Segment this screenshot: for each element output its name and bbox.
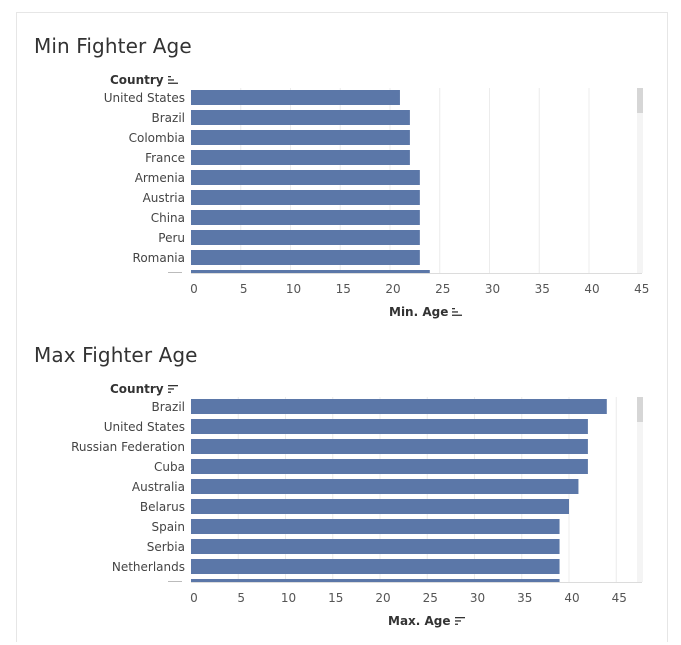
bar[interactable]: [191, 150, 410, 165]
country-header-max[interactable]: Country: [110, 382, 178, 396]
category-label: Colombia: [129, 131, 185, 145]
x-tick-label: 20: [385, 282, 400, 296]
sort-descending-icon[interactable]: [167, 384, 178, 394]
category-label: China: [151, 211, 185, 225]
max-age-axis-label: Max. Age: [388, 614, 451, 628]
x-tick-label: 25: [435, 282, 450, 296]
country-header-label: Country: [110, 382, 164, 396]
category-label: Romania: [133, 251, 185, 265]
country-header-min[interactable]: Country: [110, 73, 178, 87]
min-age-axis-header[interactable]: Min. Age: [389, 305, 463, 319]
x-tick-label: 30: [485, 282, 500, 296]
bar[interactable]: [191, 110, 410, 125]
sort-ascending-icon[interactable]: [452, 307, 463, 317]
x-tick-label: 35: [535, 282, 550, 296]
bar-partial[interactable]: [191, 270, 430, 273]
partial-label-mark: [168, 272, 182, 273]
category-label: Armenia: [135, 171, 185, 185]
sort-ascending-icon[interactable]: [167, 75, 178, 85]
x-tick-label: 5: [240, 282, 248, 296]
category-label: United States: [104, 91, 185, 105]
bar[interactable]: [191, 210, 420, 225]
category-label: Brazil: [152, 111, 186, 125]
x-tick-label: 40: [584, 282, 599, 296]
max-age-axis-header[interactable]: Max. Age: [388, 614, 465, 628]
scrollbar-track[interactable]: [637, 88, 643, 273]
min-age-axis-label: Min. Age: [389, 305, 449, 319]
bar[interactable]: [191, 190, 420, 205]
bar[interactable]: [191, 230, 420, 245]
x-tick-label: 15: [336, 282, 351, 296]
bar[interactable]: [191, 250, 420, 265]
chart-title-min-age: Min Fighter Age: [34, 34, 192, 58]
x-tick-label: 45: [634, 282, 649, 296]
category-label: Peru: [158, 231, 185, 245]
bar[interactable]: [191, 130, 410, 145]
category-label: France: [145, 151, 185, 165]
chart-title-max-age: Max Fighter Age: [34, 343, 198, 367]
bar[interactable]: [191, 170, 420, 185]
scrollbar-thumb[interactable]: [637, 88, 643, 113]
dashboard-frame: [16, 12, 668, 642]
sort-descending-icon[interactable]: [454, 616, 465, 626]
x-tick-label: 10: [286, 282, 301, 296]
x-tick-label: 0: [190, 282, 198, 296]
bar[interactable]: [191, 90, 400, 105]
category-label: Austria: [143, 191, 185, 205]
country-header-label: Country: [110, 73, 164, 87]
